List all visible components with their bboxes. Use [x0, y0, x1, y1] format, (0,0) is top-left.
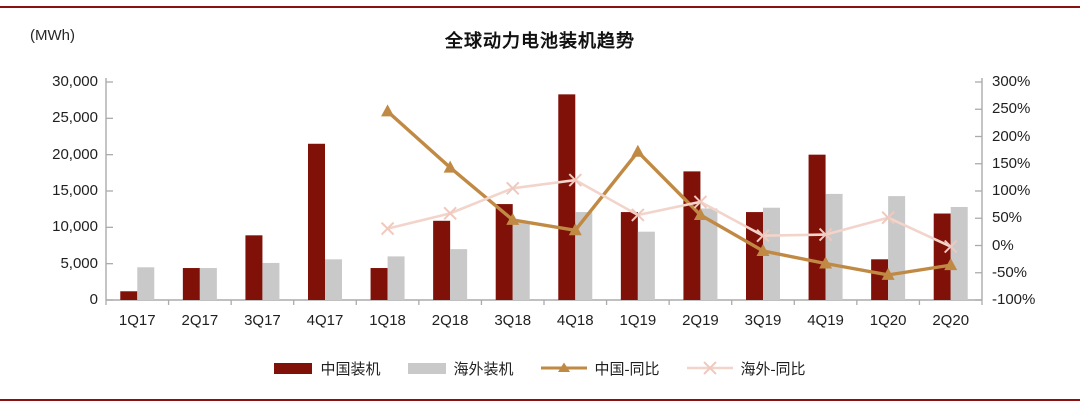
bar-china-installed [433, 220, 451, 300]
bar-china-installed [933, 213, 951, 300]
marker-triangle-icon [568, 223, 582, 236]
marker-x-icon [944, 239, 958, 254]
marker-x-icon [881, 210, 895, 225]
overseas-yoy-line-icon [686, 361, 733, 375]
legend-label: 中国装机 [320, 361, 381, 378]
left-axis-unit-label: (MWh) [30, 27, 75, 44]
legend-label: 海外-同比 [740, 361, 806, 378]
china-yoy-line-icon [540, 362, 587, 372]
legend-label: 中国-同比 [594, 361, 660, 378]
top-border-rule [0, 6, 1080, 8]
legend-item-china-installed: 中国装机 [274, 358, 381, 379]
bar-china-installed [558, 94, 576, 300]
legend-label: 海外装机 [453, 361, 514, 378]
marker-triangle-icon [756, 243, 770, 256]
bar-overseas-installed [199, 268, 217, 300]
marker-x-icon [818, 227, 833, 242]
bar-overseas-installed [888, 196, 906, 300]
bar-overseas-installed [137, 267, 155, 300]
bar-china-installed [370, 268, 388, 300]
marker-x-icon [756, 228, 770, 243]
marker-triangle-icon [819, 256, 833, 269]
marker-x-icon [693, 195, 708, 209]
marker-triangle-icon [881, 267, 895, 280]
legend: 中国装机 海外装机 中国-同比 海外-同比 [0, 355, 1080, 381]
bar-china-installed [746, 212, 763, 300]
bar-china-installed [245, 235, 263, 300]
chart-title: 全球动力电池装机趋势 [445, 31, 635, 51]
marker-x-icon [568, 173, 582, 187]
bar-overseas-installed [325, 259, 342, 300]
bar-overseas-installed [825, 193, 843, 300]
legend-item-china-yoy: 中国-同比 [540, 358, 660, 379]
bar-overseas-installed [262, 262, 280, 300]
bar-china-installed [308, 143, 325, 300]
bar-china-installed [620, 212, 638, 300]
overseas-installed-swatch-icon [407, 362, 446, 374]
bar-overseas-installed [700, 208, 718, 300]
bar-china-installed [495, 204, 513, 300]
bar-overseas-installed [637, 231, 655, 300]
legend-item-overseas-yoy: 海外-同比 [686, 358, 806, 379]
marker-triangle-icon [693, 207, 707, 220]
marker-x-icon [631, 208, 645, 222]
marker-x-icon [380, 221, 395, 236]
china-installed-swatch-icon [274, 362, 313, 374]
bar-china-installed [120, 291, 138, 300]
bar-overseas-installed [512, 222, 530, 300]
bar-china-installed [182, 268, 200, 300]
marker-triangle-icon [381, 104, 395, 117]
bar-china-installed [683, 171, 701, 300]
bar-overseas-installed [450, 249, 468, 300]
marker-x-icon [443, 206, 457, 221]
legend-item-overseas-installed: 海外装机 [407, 358, 514, 379]
marker-triangle-icon [944, 258, 958, 271]
bar-china-installed [808, 154, 826, 300]
line-overseas-yoy [387, 178, 952, 248]
marker-triangle-icon [443, 160, 457, 173]
bar-china-installed [871, 259, 889, 300]
marker-triangle-icon [506, 212, 520, 225]
bottom-border-rule [0, 399, 1080, 401]
bar-overseas-installed [950, 206, 968, 300]
line-china-yoy [386, 110, 951, 277]
marker-triangle-icon [631, 144, 645, 157]
bar-overseas-installed [387, 256, 405, 300]
marker-x-icon [506, 181, 520, 195]
